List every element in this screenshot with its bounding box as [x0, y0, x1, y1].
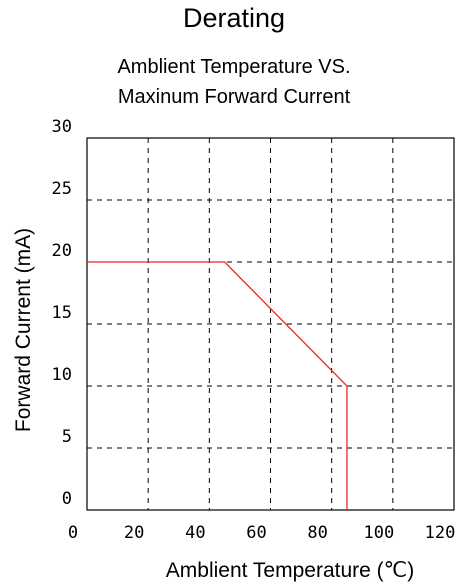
chart-subtitle-line-2: Maxinum Forward Current — [118, 86, 351, 108]
y-tick-label-5: 5 — [62, 427, 72, 447]
chart-subtitle-line-1: Amblient Temperature VS. — [117, 56, 350, 78]
x-tick-label-120: 120 — [425, 523, 456, 543]
x-axis-label: Amblient Temperature (℃) — [166, 559, 414, 582]
x-tick-label-80: 80 — [307, 523, 327, 543]
x-tick-label-0: 0 — [68, 523, 78, 543]
x-tick-label-20: 20 — [124, 523, 144, 543]
y-tick-label-0: 0 — [62, 489, 72, 509]
y-tick-label-20: 20 — [52, 241, 72, 261]
y-tick-label-25: 25 — [52, 179, 72, 199]
y-tick-label-30: 30 — [52, 117, 72, 137]
x-tick-label-60: 60 — [246, 523, 266, 543]
x-tick-label-100: 100 — [363, 523, 394, 543]
plot-frame — [86, 137, 455, 511]
grid-lines — [87, 138, 454, 510]
y-axis-label: Forward Current (mA) — [12, 228, 35, 432]
series-line-0 — [87, 261, 348, 510]
x-tick-label-40: 40 — [185, 523, 205, 543]
chart-title: Derating — [183, 3, 285, 33]
y-tick-label-10: 10 — [52, 365, 72, 385]
tick-labels: 0 20 40 60 80 100 120 0 5 10 15 20 25 30 — [52, 117, 456, 543]
y-tick-label-15: 15 — [52, 303, 72, 323]
series-group — [87, 261, 348, 510]
